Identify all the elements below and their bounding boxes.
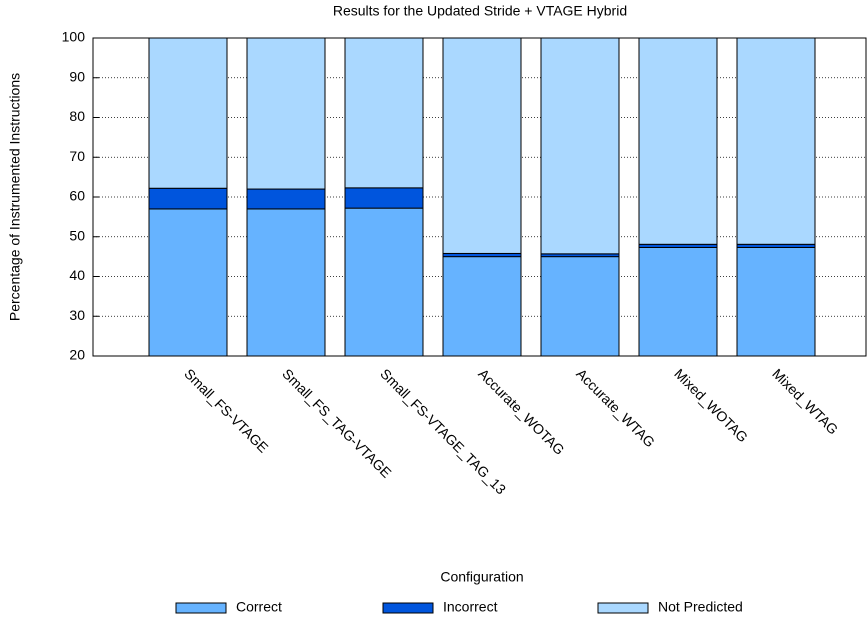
- bar-segment: [344, 37, 424, 189]
- x-tick-label: Accurate_WTAG: [573, 365, 658, 450]
- bar-segment: [540, 256, 620, 357]
- bar-segment: [148, 208, 228, 357]
- bar-segment: [246, 208, 326, 357]
- legend-label: Not Predicted: [658, 599, 743, 615]
- x-tick-label: Small_FS_TAG-VTAGE: [279, 365, 394, 480]
- legend-swatch: [175, 602, 227, 614]
- x-tick-label: Mixed_WOTAG: [671, 365, 751, 445]
- chart-title: Results for the Updated Stride + VTAGE H…: [333, 3, 627, 19]
- legend-label: Incorrect: [443, 599, 498, 615]
- legend-label: Correct: [236, 599, 282, 615]
- bar-segment: [442, 37, 522, 254]
- y-tick-label: 100: [62, 29, 86, 45]
- y-tick-label: 70: [69, 148, 85, 164]
- bar-segment: [246, 37, 326, 190]
- legend-swatch: [597, 602, 649, 614]
- bar-segment: [148, 37, 228, 189]
- bar-segment: [638, 246, 718, 357]
- bar-segment: [148, 187, 228, 210]
- x-tick-label: Mixed_WTAG: [769, 365, 841, 437]
- bar-segment: [442, 256, 522, 357]
- bar-segment: [540, 37, 620, 255]
- legend-swatch: [382, 602, 434, 614]
- y-tick-label: 60: [69, 188, 85, 204]
- bar-segment: [736, 37, 816, 245]
- y-tick-label: 40: [69, 267, 85, 283]
- y-tick-label: 20: [69, 347, 85, 363]
- y-tick-label: 50: [69, 227, 85, 243]
- bar-segment: [344, 207, 424, 357]
- y-tick-label: 30: [69, 307, 85, 323]
- y-tick-label: 90: [69, 68, 85, 84]
- x-tick-label: Small_FS-VTAGE: [181, 365, 271, 455]
- x-tick-label: Accurate_WOTAG: [475, 365, 568, 458]
- bar-segment: [246, 188, 326, 210]
- y-tick-label: 80: [69, 108, 85, 124]
- bar-segment: [736, 246, 816, 357]
- bar-segment: [344, 187, 424, 209]
- x-axis-label: Configuration: [440, 569, 523, 585]
- y-axis-label: Percentage of Instrumented Instructions: [7, 73, 23, 321]
- bar-segment: [638, 37, 718, 245]
- plot-frame: [92, 37, 867, 357]
